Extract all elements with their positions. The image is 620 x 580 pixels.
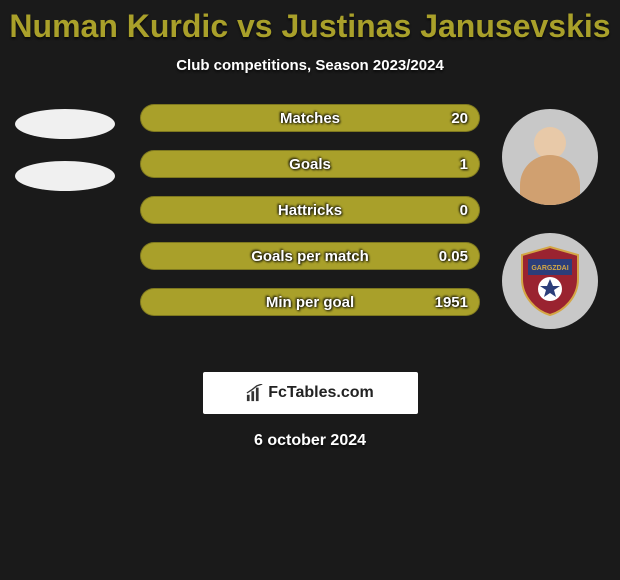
svg-text:GARGZDAI: GARGZDAI xyxy=(531,265,568,272)
player1-photo-placeholder xyxy=(15,109,115,139)
stat-value-right: 1 xyxy=(460,156,468,173)
player1-avatars xyxy=(10,109,120,213)
subtitle: Club competitions, Season 2023/2024 xyxy=(0,57,620,74)
chart-icon xyxy=(246,384,264,402)
stat-label: Goals per match xyxy=(140,248,480,265)
stat-value-right: 1951 xyxy=(435,294,468,311)
stat-value-right: 20 xyxy=(451,110,468,127)
stat-row: Min per goal1951 xyxy=(140,288,480,316)
stat-label: Matches xyxy=(140,110,480,127)
stat-row: Goals1 xyxy=(140,150,480,178)
player2-name: Justinas Janusevskis xyxy=(281,8,610,44)
stat-value-right: 0.05 xyxy=(439,248,468,265)
vs-label: vs xyxy=(237,8,273,44)
stat-row: Goals per match0.05 xyxy=(140,242,480,270)
stat-row: Matches20 xyxy=(140,104,480,132)
stat-label: Min per goal xyxy=(140,294,480,311)
player2-club-crest: GARGZDAI xyxy=(502,233,598,329)
date-text: 6 october 2024 xyxy=(0,432,620,450)
comparison-title: Numan Kurdic vs Justinas Janusevskis xyxy=(0,0,620,45)
player2-avatars: GARGZDAI xyxy=(500,109,600,357)
comparison-body: GARGZDAI Matches20 Goals1 Hattricks0 Goals … xyxy=(0,104,620,364)
player1-name: Numan Kurdic xyxy=(9,8,228,44)
badge-text: FcTables.com xyxy=(268,384,374,402)
stat-label: Goals xyxy=(140,156,480,173)
stat-value-right: 0 xyxy=(460,202,468,219)
stat-label: Hattricks xyxy=(140,202,480,219)
fctables-badge[interactable]: FcTables.com xyxy=(203,372,418,414)
player1-club-placeholder xyxy=(15,161,115,191)
stat-bars: Matches20 Goals1 Hattricks0 Goals per match… xyxy=(140,104,480,334)
player2-photo xyxy=(502,109,598,205)
stat-row: Hattricks0 xyxy=(140,196,480,224)
